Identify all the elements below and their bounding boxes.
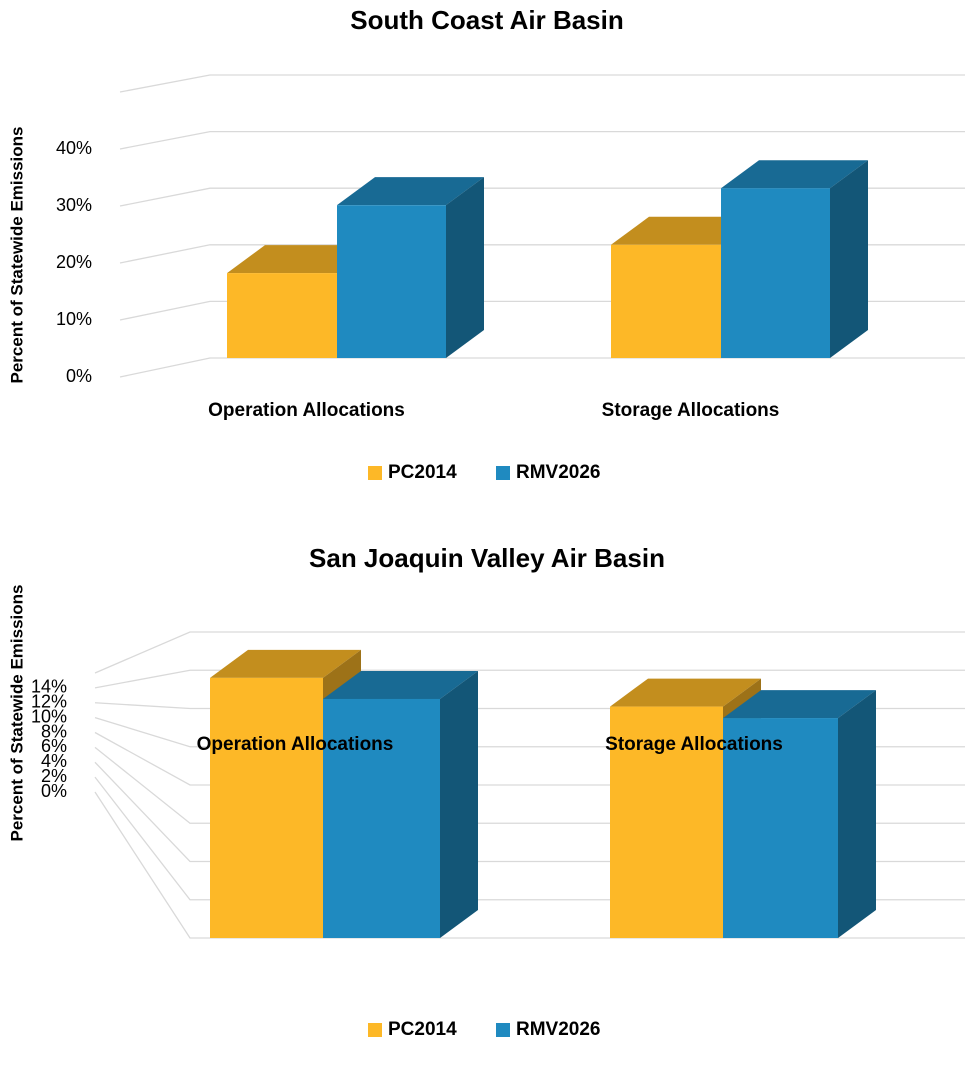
bar-side: [838, 690, 876, 938]
chart-title: South Coast Air Basin: [350, 5, 624, 35]
bar-top: [723, 690, 876, 719]
x-tick-label: Storage Allocations: [605, 734, 783, 755]
x-tick-label: Operation Allocations: [197, 734, 394, 755]
wall-edge: [94, 631, 965, 674]
legend-label: RMV2026: [516, 1019, 601, 1040]
bar-top: [323, 670, 478, 699]
bar: [721, 188, 830, 358]
y-tick-label: 10%: [31, 706, 67, 726]
bar: [611, 244, 721, 358]
y-tick-label: 14%: [31, 677, 67, 697]
y-tick-label: 10%: [56, 309, 92, 329]
legend-swatch: [496, 466, 510, 480]
bar-side: [830, 160, 868, 358]
grid-line: [119, 130, 965, 150]
bar: [723, 718, 838, 938]
y-tick-label: 2%: [41, 766, 67, 786]
bar: [610, 706, 723, 938]
x-tick-label: Storage Allocations: [602, 400, 780, 421]
legend-swatch: [368, 466, 382, 480]
legend-label: RMV2026: [516, 462, 601, 483]
chart-title: San Joaquin Valley Air Basin: [309, 543, 665, 573]
y-tick-label: 30%: [56, 195, 92, 215]
y-tick-label: 4%: [41, 751, 67, 771]
bar: [210, 677, 323, 938]
bar-top: [337, 177, 484, 206]
y-tick-label: 0%: [41, 781, 67, 801]
legend-label: PC2014: [388, 462, 457, 483]
grid-line: [119, 357, 965, 378]
bar-top: [721, 160, 868, 189]
bar: [227, 273, 337, 358]
legend-swatch: [496, 1023, 510, 1037]
y-axis-title: Percent of Statewide Emissions: [7, 585, 26, 842]
y-tick-label: 6%: [41, 736, 67, 756]
bar-top: [210, 649, 361, 678]
bar-side: [446, 177, 484, 358]
bar: [337, 205, 446, 358]
y-tick-label: 0%: [66, 366, 92, 386]
x-tick-label: Operation Allocations: [208, 400, 405, 421]
y-tick-label: 20%: [56, 252, 92, 272]
bar-side: [440, 670, 478, 938]
bar: [323, 698, 440, 938]
bar-top: [610, 678, 761, 707]
y-axis-title: Percent of Statewide Emissions: [7, 127, 26, 384]
y-tick-label: 12%: [31, 692, 67, 712]
y-tick-label: 8%: [41, 721, 67, 741]
wall-edge: [119, 74, 965, 93]
legend-swatch: [368, 1023, 382, 1037]
y-tick-label: 40%: [56, 138, 92, 158]
legend-label: PC2014: [388, 1019, 457, 1040]
grid-line: [94, 669, 965, 689]
grid-line: [119, 187, 965, 207]
